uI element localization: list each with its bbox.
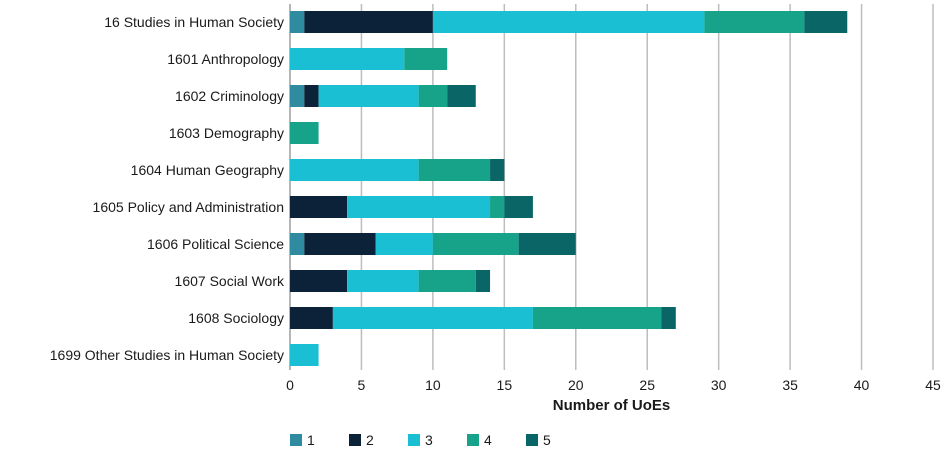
- legend: 1 2 3 4 5: [290, 432, 551, 448]
- bar-segment-series-4: [418, 159, 491, 181]
- legend-label-5: 5: [543, 432, 551, 448]
- bar-segment-series-5: [504, 196, 533, 218]
- bar-segment-series-4: [418, 270, 476, 292]
- legend-swatch-4: [467, 434, 479, 446]
- bars: [290, 11, 848, 366]
- x-tick-30: 30: [711, 377, 727, 393]
- category-label: 1601 Anthropology: [167, 51, 284, 67]
- category-labels: 16 Studies in Human Society 1601 Anthropo…: [50, 14, 285, 363]
- bar-segment-series-3: [290, 159, 419, 181]
- category-label: 1602 Criminology: [175, 88, 284, 104]
- bar-segment-series-4: [532, 307, 662, 329]
- x-tick-labels: 0 5 10 15 20 25 30 35 40 45: [286, 377, 941, 393]
- bar-segment-series-2: [290, 196, 348, 218]
- category-label: 1608 Sociology: [188, 310, 284, 326]
- category-label: 1605 Policy and Administration: [93, 199, 284, 215]
- bar-segment-series-4: [404, 48, 448, 70]
- x-tick-40: 40: [854, 377, 870, 393]
- bar-segment-series-3: [332, 307, 533, 329]
- bar-segment-series-1: [290, 11, 305, 33]
- legend-label-1: 1: [307, 432, 315, 448]
- bar-segment-series-4: [290, 122, 319, 144]
- legend-label-2: 2: [366, 432, 374, 448]
- bar-segment-series-3: [347, 270, 419, 292]
- bar-segment-series-5: [661, 307, 676, 329]
- x-tick-35: 35: [782, 377, 798, 393]
- bar-segment-series-5: [475, 270, 491, 292]
- bar-segment-series-3: [290, 48, 405, 70]
- legend-swatch-1: [290, 434, 302, 446]
- bar-segment-series-4: [490, 196, 505, 218]
- bar-segment-series-3: [347, 196, 491, 218]
- bar-segment-series-5: [447, 85, 476, 107]
- category-label: 1606 Political Science: [147, 236, 284, 252]
- bar-segment-series-2: [290, 307, 333, 329]
- legend-label-4: 4: [484, 432, 492, 448]
- bar-segment-series-5: [490, 159, 505, 181]
- bar-segment-series-2: [304, 233, 376, 255]
- x-tick-20: 20: [568, 377, 584, 393]
- x-tick-25: 25: [639, 377, 655, 393]
- bar-segment-series-2: [304, 11, 433, 33]
- bar-segment-series-4: [704, 11, 805, 33]
- bar-segment-series-2: [290, 270, 348, 292]
- bar-segment-series-4: [432, 233, 519, 255]
- x-tick-0: 0: [286, 377, 294, 393]
- bar-segment-series-5: [804, 11, 848, 33]
- bar-segment-series-1: [290, 233, 305, 255]
- bar-segment-series-3: [375, 233, 433, 255]
- category-label: 1603 Demography: [169, 125, 284, 141]
- x-tick-45: 45: [925, 377, 941, 393]
- category-label: 1607 Social Work: [175, 273, 285, 289]
- x-tick-10: 10: [425, 377, 441, 393]
- legend-swatch-2: [349, 434, 361, 446]
- bar-segment-series-3: [290, 344, 319, 366]
- legend-swatch-5: [526, 434, 538, 446]
- bar-segment-series-3: [318, 85, 419, 107]
- legend-label-3: 3: [425, 432, 433, 448]
- bar-segment-series-2: [304, 85, 319, 107]
- bar-segment-series-4: [418, 85, 448, 107]
- bar-segment-series-1: [290, 85, 305, 107]
- x-tick-15: 15: [497, 377, 513, 393]
- bar-segment-series-5: [518, 233, 576, 255]
- category-label: 1699 Other Studies in Human Society: [50, 347, 284, 363]
- x-axis-title: Number of UoEs: [553, 397, 671, 414]
- legend-swatch-3: [408, 434, 420, 446]
- bar-segment-series-3: [432, 11, 705, 33]
- x-tick-5: 5: [358, 377, 366, 393]
- category-label: 1604 Human Geography: [131, 162, 284, 178]
- category-label: 16 Studies in Human Society: [104, 14, 284, 30]
